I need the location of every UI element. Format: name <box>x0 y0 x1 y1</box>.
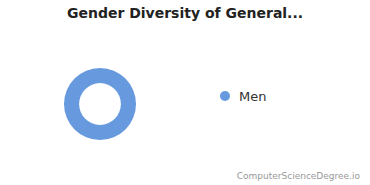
slice <box>64 68 136 140</box>
slices <box>64 68 136 140</box>
title: Gender Diversity of General... <box>67 5 303 21</box>
chart: Gender Diversity of General... Men Compute… <box>0 0 370 185</box>
legend: Men <box>220 89 266 104</box>
annotation: ComputerScienceDegree.io <box>237 171 361 181</box>
legend-label: Men <box>239 89 266 104</box>
legend-swatch <box>220 91 230 101</box>
legend-item: Men <box>220 89 266 104</box>
